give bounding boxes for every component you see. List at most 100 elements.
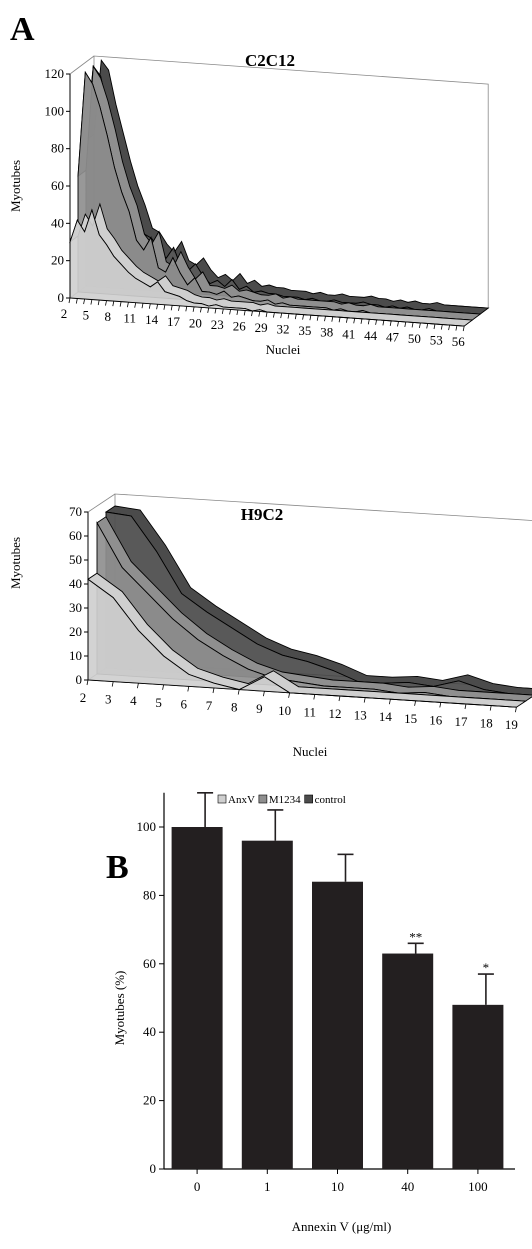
x-tick-label: 26: [233, 318, 247, 333]
x-tick-mark: [214, 308, 217, 314]
x-tick-mark: [515, 707, 517, 713]
x-tick-mark: [346, 317, 348, 323]
x-tick-mark: [170, 305, 173, 311]
x-tick-label: 2: [80, 690, 87, 705]
x-tick-mark: [309, 315, 312, 321]
x-tick-mark: [97, 300, 100, 306]
x-tick-mark: [367, 319, 370, 325]
x-tick-label: 47: [386, 329, 400, 344]
x-tick-mark: [440, 324, 443, 330]
wall-edge: [87, 493, 116, 513]
y-tick-label: 100: [137, 819, 157, 834]
x-axis-label: Nuclei: [293, 744, 328, 759]
wall-edge: [69, 55, 95, 75]
x-tick-mark: [212, 687, 215, 694]
x-tick-mark: [389, 699, 391, 705]
x-tick-label: 32: [277, 322, 290, 337]
x-tick-label: 23: [211, 317, 224, 332]
legend-swatch-m1234: [258, 794, 268, 804]
y-tick-label: 20: [143, 1093, 156, 1108]
x-tick-label: 50: [408, 331, 421, 346]
x-tick-mark: [185, 306, 188, 312]
x-tick-label: 3: [105, 692, 112, 707]
y-tick-label: 20: [69, 624, 82, 639]
x-tick-mark: [439, 702, 442, 708]
y-axis-label: Myotubes (%): [112, 971, 127, 1046]
x-tick-label: 7: [206, 698, 213, 713]
x-tick-label: 53: [430, 333, 443, 348]
x-tick-mark: [86, 679, 89, 686]
legend-swatch-anxv: [217, 794, 227, 804]
x-tick-mark: [207, 307, 210, 313]
x-tick-mark: [265, 311, 268, 318]
x-tick-mark: [200, 307, 202, 313]
x-tick-label: 40: [401, 1179, 414, 1194]
x-tick-mark: [455, 325, 458, 331]
y-tick-label: 0: [150, 1161, 157, 1176]
y-tick-label: 10: [69, 648, 82, 663]
x-tick-mark: [236, 309, 239, 316]
x-tick-mark: [111, 681, 114, 687]
y-tick-label: 60: [51, 178, 64, 193]
x-tick-mark: [148, 303, 151, 309]
x-tick-label: 5: [83, 308, 90, 323]
x-tick-label: 1: [264, 1179, 271, 1194]
x-tick-mark: [141, 303, 144, 309]
x-tick-mark: [426, 323, 429, 329]
x-tick-mark: [178, 305, 180, 311]
x-tick-mark: [288, 692, 290, 698]
x-tick-label: 17: [455, 714, 469, 729]
x-tick-label: 15: [404, 711, 417, 726]
x-tick-mark: [360, 318, 363, 324]
x-tick-mark: [338, 317, 341, 323]
x-tick-label: 18: [480, 716, 493, 731]
x-tick-label: 6: [181, 696, 188, 711]
x-tick-mark: [462, 326, 465, 332]
x-tick-mark: [119, 301, 122, 307]
x-tick-label: 35: [298, 323, 311, 338]
x-tick-mark: [258, 311, 261, 317]
x-tick-mark: [287, 313, 290, 319]
x-tick-mark: [105, 300, 107, 306]
x-tick-mark: [134, 302, 137, 308]
legend-swatch-control: [304, 794, 313, 804]
x-tick-mark: [83, 298, 85, 305]
x-tick-label: 8: [231, 700, 238, 715]
x-tick-mark: [448, 324, 450, 331]
panel-label-a: A: [10, 11, 35, 48]
x-tick-label: 44: [364, 328, 378, 343]
significance-marker: *: [483, 960, 490, 975]
y-tick-label: 60: [143, 956, 156, 971]
legend-label: AnxV: [228, 794, 255, 806]
y-tick-label: 80: [143, 887, 156, 902]
x-tick-mark: [375, 319, 377, 325]
x-tick-mark: [363, 697, 366, 703]
chart-annexin-bar: 0 20 40 60 80 100 0 1 10 40 ** 100 * Annexin V (μg/ml…: [112, 791, 515, 1234]
x-tick-mark: [163, 304, 166, 310]
x-tick-label: 2: [61, 306, 68, 321]
y-tick-label: 60: [69, 528, 82, 543]
x-tick-mark: [187, 686, 190, 692]
x-tick-label: 29: [255, 320, 268, 335]
x-tick-mark: [411, 322, 414, 328]
x-tick-label: 56: [452, 334, 466, 349]
y-tick-label: 30: [69, 600, 82, 615]
chart-h9c2: 0 10 20 30 40 50 60 70 2 3 4 5 6 7 8 9 10 11 12 13 14 15 16 17 1…: [8, 493, 532, 759]
x-tick-mark: [433, 323, 436, 330]
x-tick-label: 4: [130, 693, 137, 708]
x-tick-mark: [404, 321, 407, 327]
x-tick-label: 100: [468, 1179, 488, 1194]
y-axis-label: Myotubes: [8, 160, 23, 212]
y-axis-label: Myotubes: [8, 537, 23, 589]
x-tick-mark: [464, 703, 467, 710]
x-tick-mark: [397, 321, 399, 327]
x-tick-label: 38: [320, 325, 333, 340]
x-tick-mark: [324, 316, 326, 322]
x-tick-mark: [353, 318, 356, 324]
x-tick-label: 8: [105, 309, 112, 324]
legend-label: M1234: [269, 794, 301, 806]
x-tick-mark: [112, 301, 115, 307]
x-tick-mark: [389, 320, 392, 326]
y-tick-label: 80: [51, 141, 64, 156]
